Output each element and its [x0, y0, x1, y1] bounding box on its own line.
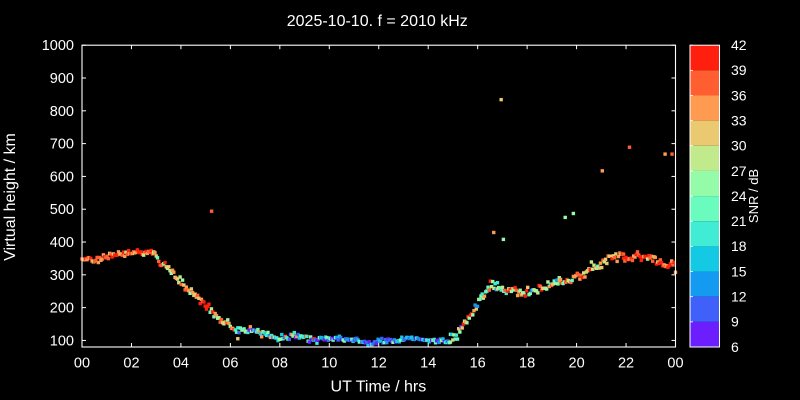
svg-text:600: 600 — [50, 169, 74, 185]
svg-text:Virtual height / km: Virtual height / km — [2, 133, 19, 261]
svg-text:21: 21 — [731, 213, 747, 229]
svg-text:800: 800 — [50, 104, 74, 120]
svg-text:00: 00 — [74, 356, 90, 372]
svg-text:04: 04 — [173, 356, 189, 372]
svg-text:27: 27 — [731, 163, 747, 179]
svg-text:02: 02 — [123, 356, 139, 372]
svg-text:18: 18 — [731, 238, 747, 254]
svg-text:500: 500 — [50, 202, 74, 218]
svg-text:400: 400 — [50, 235, 74, 251]
svg-text:42: 42 — [731, 37, 747, 53]
svg-text:36: 36 — [731, 87, 747, 103]
svg-text:14: 14 — [420, 356, 436, 372]
svg-text:12: 12 — [731, 289, 747, 305]
svg-text:33: 33 — [731, 112, 747, 128]
svg-text:9: 9 — [731, 314, 739, 330]
svg-text:24: 24 — [731, 188, 747, 204]
svg-text:100: 100 — [50, 333, 74, 349]
svg-text:22: 22 — [618, 356, 634, 372]
svg-text:00: 00 — [667, 356, 683, 372]
svg-text:UT Time / hrs: UT Time / hrs — [331, 378, 427, 395]
svg-text:SNR / dB: SNR / dB — [746, 169, 761, 223]
svg-text:300: 300 — [50, 268, 74, 284]
svg-text:200: 200 — [50, 301, 74, 317]
svg-text:15: 15 — [731, 263, 747, 279]
svg-text:39: 39 — [731, 62, 747, 78]
svg-text:10: 10 — [321, 356, 337, 372]
svg-text:20: 20 — [569, 356, 585, 372]
svg-text:700: 700 — [50, 137, 74, 153]
svg-text:12: 12 — [371, 356, 387, 372]
svg-text:06: 06 — [222, 356, 238, 372]
svg-text:900: 900 — [50, 71, 74, 87]
svg-text:1000: 1000 — [42, 38, 74, 54]
svg-text:30: 30 — [731, 138, 747, 154]
svg-text:6: 6 — [731, 339, 739, 355]
svg-text:16: 16 — [470, 356, 486, 372]
svg-text:08: 08 — [272, 356, 288, 372]
svg-text:2025-10-10. f = 2010 kHz: 2025-10-10. f = 2010 kHz — [287, 13, 468, 30]
svg-text:18: 18 — [519, 356, 535, 372]
